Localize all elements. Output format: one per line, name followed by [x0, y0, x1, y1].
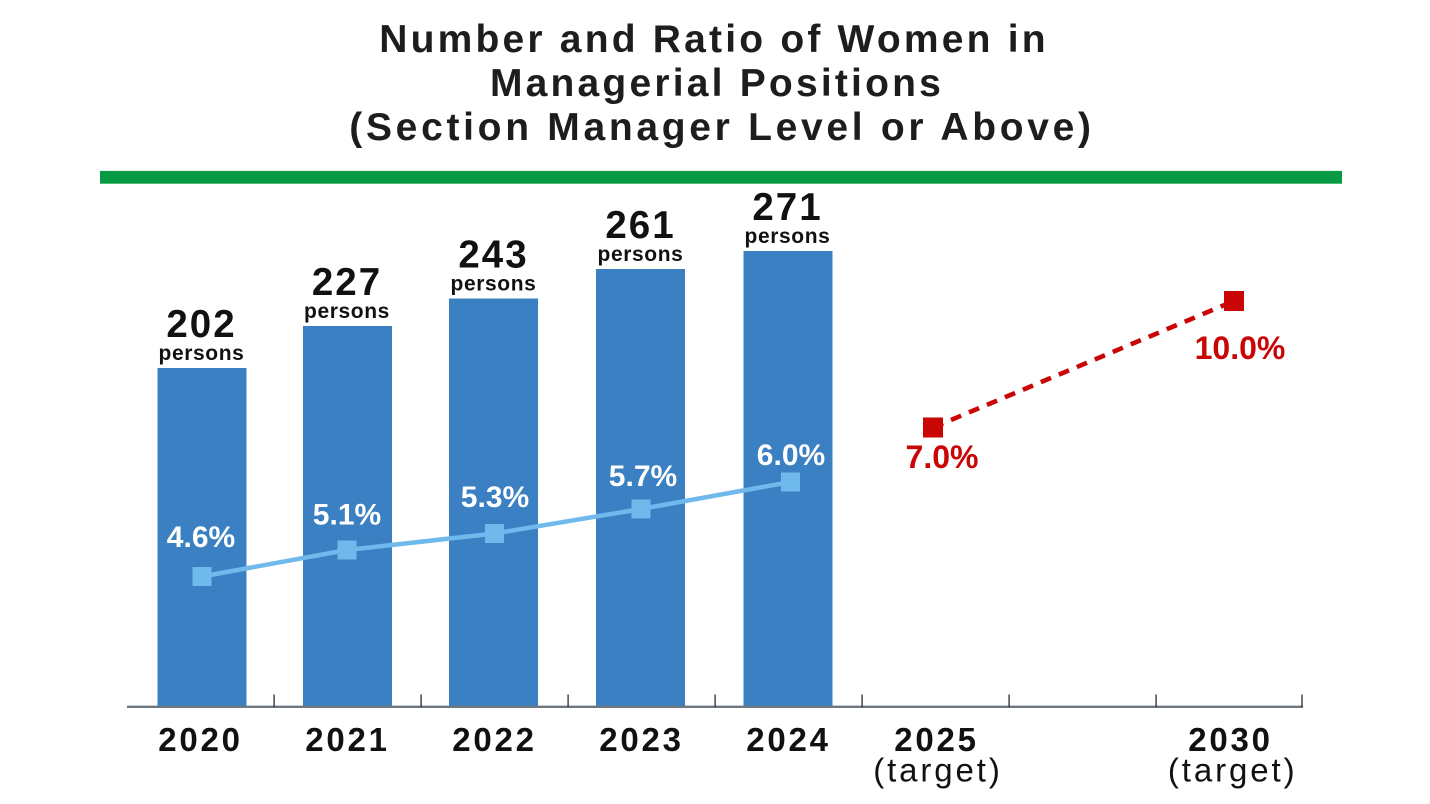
svg-text:202: 202 — [166, 303, 236, 346]
svg-text:5.3%: 5.3% — [461, 481, 529, 514]
svg-text:2030: 2030 — [1188, 721, 1273, 758]
svg-text:persons: persons — [304, 300, 390, 323]
svg-text:2022: 2022 — [452, 721, 537, 758]
svg-text:2023: 2023 — [599, 721, 684, 758]
svg-text:(target): (target) — [1168, 752, 1298, 789]
svg-text:243: 243 — [458, 234, 528, 277]
svg-text:10.0%: 10.0% — [1195, 330, 1286, 366]
svg-text:5.7%: 5.7% — [609, 460, 677, 493]
svg-text:227: 227 — [312, 261, 382, 304]
svg-text:Managerial Positions: Managerial Positions — [490, 62, 944, 105]
svg-text:persons: persons — [745, 225, 831, 248]
svg-text:2020: 2020 — [158, 721, 243, 758]
svg-text:5.1%: 5.1% — [313, 499, 381, 532]
svg-text:261: 261 — [605, 204, 675, 247]
svg-text:(Section Manager Level or Abov: (Section Manager Level or Above) — [349, 106, 1094, 149]
svg-text:2025: 2025 — [894, 721, 979, 758]
svg-text:271: 271 — [752, 186, 822, 229]
svg-text:persons: persons — [451, 273, 537, 296]
svg-text:4.6%: 4.6% — [167, 521, 235, 554]
svg-text:2024: 2024 — [746, 721, 831, 758]
svg-text:persons: persons — [159, 342, 245, 365]
svg-text:persons: persons — [598, 243, 684, 266]
svg-text:7.0%: 7.0% — [906, 439, 979, 475]
svg-text:(target): (target) — [873, 752, 1003, 789]
svg-text:2021: 2021 — [305, 721, 390, 758]
svg-text:6.0%: 6.0% — [757, 439, 825, 472]
svg-text:Number and Ratio of Women in: Number and Ratio of Women in — [379, 18, 1049, 61]
